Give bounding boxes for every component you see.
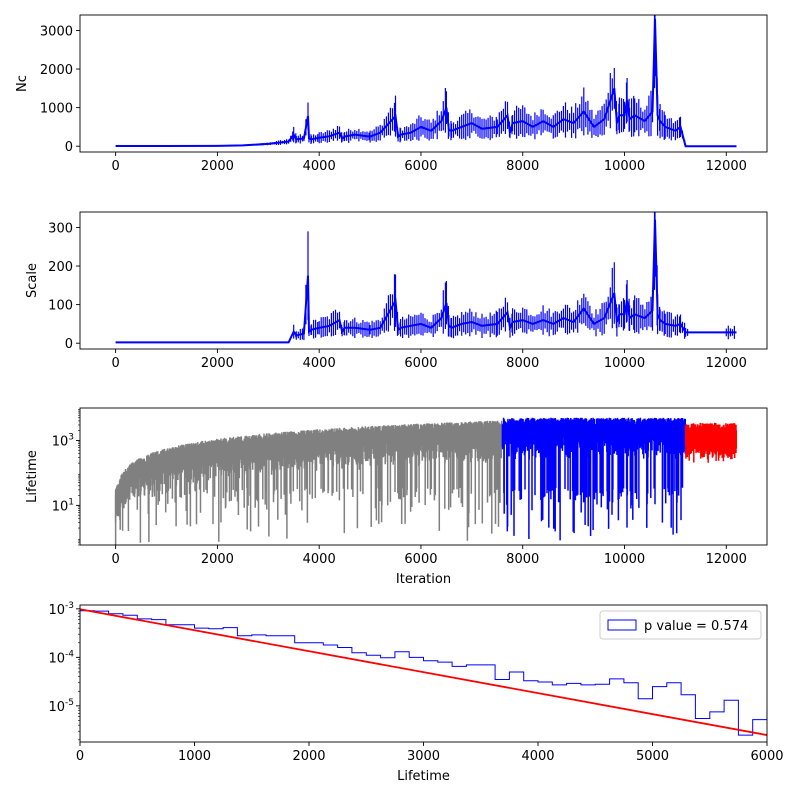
y-tick-label: 10-5 xyxy=(48,698,74,715)
x-tick-label: 2000 xyxy=(201,552,234,567)
x-axis-label: Lifetime xyxy=(397,769,450,784)
x-tick-label: 6000 xyxy=(404,552,437,567)
y-tick-label: 1000 xyxy=(40,102,73,117)
series-noise-0 xyxy=(293,212,735,341)
y-tick-label: 2000 xyxy=(40,63,73,78)
y-tick-label: 100 xyxy=(48,299,73,314)
x-axis-label: Iteration xyxy=(396,572,451,587)
lifetime-segment-1 xyxy=(501,417,687,541)
y-tick-label: 10-4 xyxy=(48,649,74,666)
y-axis-label: Scale xyxy=(25,263,40,298)
x-tick-label: 6000 xyxy=(404,356,437,371)
x-tick-label: 0 xyxy=(111,552,119,567)
x-tick-label: 10000 xyxy=(604,356,645,371)
x-tick-label: 10000 xyxy=(604,159,645,174)
x-tick-label: 5000 xyxy=(636,749,669,764)
x-tick-label: 4000 xyxy=(521,749,554,764)
y-axis-label: Nc xyxy=(15,75,30,92)
legend-box xyxy=(599,610,762,640)
nc-panel: 0 2000 4000 6000 8000 10000 12000 0 1000 2000 3000… xyxy=(15,14,768,174)
y-tick-label: 3000 xyxy=(40,24,73,39)
legend: p value = 0.574 xyxy=(599,610,762,640)
x-tick-label: 6000 xyxy=(404,159,437,174)
x-tick-label: 4000 xyxy=(303,159,336,174)
legend-swatch xyxy=(607,619,637,631)
x-tick-label: 0 xyxy=(76,749,84,764)
plot-area xyxy=(114,417,738,545)
scale-panel: 0 2000 4000 6000 8000 10000 12000 0 100 200 300 Sca… xyxy=(25,211,768,371)
x-tick-label: 4000 xyxy=(303,552,336,567)
y-tick-label: 0 xyxy=(65,337,73,352)
x-tick-label: 2000 xyxy=(201,356,234,371)
plot-area xyxy=(115,212,737,344)
x-tick-label: 4000 xyxy=(303,356,336,371)
legend-label: p value = 0.574 xyxy=(644,619,748,634)
x-tick-label: 12000 xyxy=(706,356,747,371)
x-tick-label: 2000 xyxy=(201,159,234,174)
x-tick-label: 8000 xyxy=(506,552,539,567)
fit-line xyxy=(80,608,767,736)
x-tick-label: 0 xyxy=(111,356,119,371)
axes-frame xyxy=(79,211,768,350)
lifetime-panel: 0 2000 4000 6000 8000 10000 12000 101 103 Lifetim… xyxy=(25,407,768,587)
x-tick-label: 12000 xyxy=(706,552,747,567)
lifetime-segment-2 xyxy=(684,422,738,463)
x-tick-label: 1000 xyxy=(178,749,211,764)
axes-frame xyxy=(79,407,768,546)
x-tick-label: 0 xyxy=(111,159,119,174)
plot-area xyxy=(80,608,767,742)
x-tick-label: 3000 xyxy=(407,749,440,764)
y-axis-label: Lifetime xyxy=(25,450,40,503)
series-noise-0 xyxy=(242,15,686,146)
axes-frame xyxy=(79,14,768,153)
plot-area xyxy=(115,15,737,148)
x-tick-label: 8000 xyxy=(506,159,539,174)
lifetime-histogram-panel: 0 1000 2000 3000 4000 5000 6000 10-5 10-4 10-3 Lif… xyxy=(48,601,783,784)
x-tick-label: 8000 xyxy=(506,356,539,371)
y-tick-label: 300 xyxy=(48,221,73,236)
y-tick-label: 101 xyxy=(52,497,74,514)
y-tick-label: 200 xyxy=(48,260,73,275)
y-tick-label: 103 xyxy=(52,432,74,449)
x-tick-label: 2000 xyxy=(292,749,325,764)
y-tick-label: 10-3 xyxy=(48,601,74,618)
y-tick-label: 0 xyxy=(65,140,73,155)
x-tick-label: 12000 xyxy=(706,159,747,174)
x-tick-label: 6000 xyxy=(750,749,783,764)
x-tick-label: 10000 xyxy=(604,552,645,567)
histogram-steps xyxy=(80,610,767,742)
